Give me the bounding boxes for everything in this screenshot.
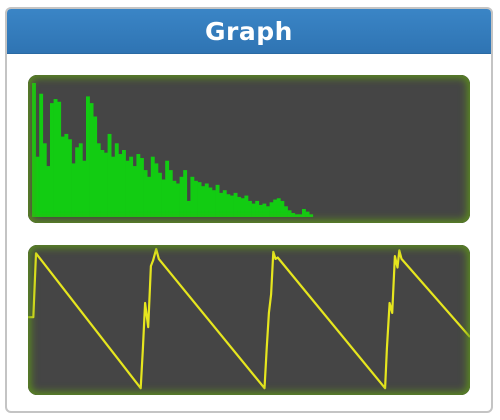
spectrum-bar bbox=[143, 170, 148, 217]
spectrum-bar bbox=[309, 214, 314, 217]
spectrum-bar bbox=[266, 206, 270, 217]
spectrum-bar bbox=[291, 212, 296, 217]
spectrum-graph bbox=[28, 75, 470, 223]
spectrum-bar bbox=[248, 200, 252, 217]
spectrum-bar bbox=[302, 208, 306, 217]
spectrum-bar bbox=[39, 93, 44, 217]
spectrum-bar bbox=[150, 156, 155, 217]
spectrum-bar bbox=[111, 156, 116, 217]
spectrum-bar bbox=[284, 206, 288, 217]
waveform-lines bbox=[28, 247, 470, 390]
spectrum-bar bbox=[107, 133, 112, 217]
spectrum-bar bbox=[168, 170, 173, 217]
spectrum-bar bbox=[161, 179, 166, 217]
spectrum-bar bbox=[100, 150, 105, 217]
spectrum-bar bbox=[57, 101, 62, 217]
spectrum-bar bbox=[222, 190, 227, 217]
spectrum-bar bbox=[237, 196, 242, 217]
spectrum-bar bbox=[71, 163, 76, 217]
spectrum-bar bbox=[53, 99, 58, 217]
spectrum-bar bbox=[35, 156, 40, 217]
spectrum-bar bbox=[104, 152, 108, 217]
spectrum-bar bbox=[294, 214, 299, 217]
spectrum-bar bbox=[226, 194, 231, 217]
spectrum-bar bbox=[60, 136, 65, 217]
spectrum-bar bbox=[233, 192, 238, 217]
spectrum-bar bbox=[89, 103, 94, 217]
spectrum-bar bbox=[32, 83, 36, 217]
spectrum-bar bbox=[179, 176, 184, 217]
spectrum-bar bbox=[136, 154, 141, 217]
spectrum-bar bbox=[118, 154, 123, 217]
spectrum-bar bbox=[273, 199, 278, 217]
panel-title: Graph bbox=[205, 16, 293, 46]
spectrum-bar bbox=[154, 163, 159, 217]
spectrum-bar bbox=[86, 96, 90, 217]
spectrum-bar bbox=[96, 143, 101, 217]
waveform-chart bbox=[28, 245, 470, 395]
spectrum-bar bbox=[208, 187, 213, 217]
spectrum-bar bbox=[176, 183, 180, 217]
spectrum-bar bbox=[244, 195, 249, 217]
spectrum-bar bbox=[147, 176, 152, 217]
spectrum-bar bbox=[172, 180, 177, 217]
spectrum-bar bbox=[280, 200, 285, 217]
spectrum-bar bbox=[298, 214, 303, 217]
spectrum-bar bbox=[64, 133, 69, 217]
spectrum-bar bbox=[93, 116, 98, 217]
spectrum-bar bbox=[129, 156, 134, 217]
spectrum-bar bbox=[68, 139, 72, 217]
spectrum-bar bbox=[50, 103, 54, 217]
spectrum-bar bbox=[114, 143, 119, 217]
spectrum-bar bbox=[219, 192, 224, 217]
spectrum-bar bbox=[215, 184, 220, 217]
spectrum-bar bbox=[75, 147, 80, 217]
panel-title-bar: Graph bbox=[7, 9, 491, 54]
spectrum-bar bbox=[78, 143, 83, 217]
spectrum-bars bbox=[32, 83, 314, 217]
spectrum-bar bbox=[42, 143, 47, 217]
spectrum-bar bbox=[125, 160, 130, 217]
waveform-graph bbox=[28, 245, 470, 395]
spectrum-bar bbox=[240, 198, 245, 217]
spectrum-bar bbox=[82, 160, 87, 217]
spectrum-bar bbox=[140, 158, 144, 217]
spectrum-bar bbox=[190, 176, 195, 217]
spectrum-bar bbox=[201, 186, 206, 217]
spectrum-bar bbox=[258, 204, 263, 217]
spectrum-bar bbox=[165, 160, 170, 217]
spectrum-chart bbox=[28, 75, 470, 223]
spectrum-bar bbox=[287, 210, 292, 217]
spectrum-bar bbox=[230, 195, 234, 217]
spectrum-bar bbox=[269, 202, 274, 217]
spectrum-bar bbox=[158, 172, 162, 217]
spectrum-bar bbox=[197, 182, 202, 217]
spectrum-bar bbox=[122, 150, 126, 217]
spectrum-bar bbox=[194, 180, 198, 217]
spectrum-bar bbox=[276, 198, 281, 217]
spectrum-bar bbox=[204, 183, 209, 217]
spectrum-bar bbox=[255, 200, 260, 217]
spectrum-bar bbox=[305, 211, 310, 217]
waveform-background bbox=[28, 245, 470, 395]
spectrum-bar bbox=[186, 200, 191, 217]
spectrum-bar bbox=[132, 166, 137, 217]
waveform-line bbox=[28, 247, 470, 390]
spectrum-bar bbox=[262, 203, 267, 217]
spectrum-bar bbox=[212, 190, 216, 217]
spectrum-bar bbox=[251, 203, 256, 217]
spectrum-bar bbox=[183, 170, 188, 217]
graph-panel: Graph bbox=[5, 7, 493, 413]
spectrum-bar bbox=[46, 166, 51, 217]
